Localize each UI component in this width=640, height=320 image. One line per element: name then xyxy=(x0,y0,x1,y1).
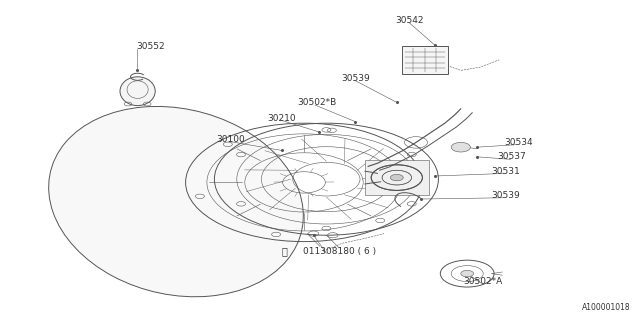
Text: 30531: 30531 xyxy=(492,167,520,176)
Text: 30534: 30534 xyxy=(504,138,532,147)
Text: 30502*B: 30502*B xyxy=(297,98,337,107)
Text: 30100: 30100 xyxy=(216,135,244,144)
Text: Ⓑ: Ⓑ xyxy=(282,246,288,256)
Bar xyxy=(365,160,429,195)
Text: 011308180 ( 6 ): 011308180 ( 6 ) xyxy=(303,247,376,256)
Text: 30539: 30539 xyxy=(341,74,369,83)
Ellipse shape xyxy=(49,107,303,297)
Text: 30537: 30537 xyxy=(498,152,526,161)
Circle shape xyxy=(390,174,403,181)
Text: 30210: 30210 xyxy=(268,114,296,123)
Text: A100001018: A100001018 xyxy=(582,303,630,312)
Text: 30502*A: 30502*A xyxy=(463,277,503,286)
Text: 30552: 30552 xyxy=(136,42,164,51)
Circle shape xyxy=(451,142,470,152)
Bar xyxy=(402,46,448,74)
Text: 30539: 30539 xyxy=(492,191,520,200)
Circle shape xyxy=(461,270,474,277)
Ellipse shape xyxy=(120,77,155,106)
Text: 30542: 30542 xyxy=(396,16,424,25)
